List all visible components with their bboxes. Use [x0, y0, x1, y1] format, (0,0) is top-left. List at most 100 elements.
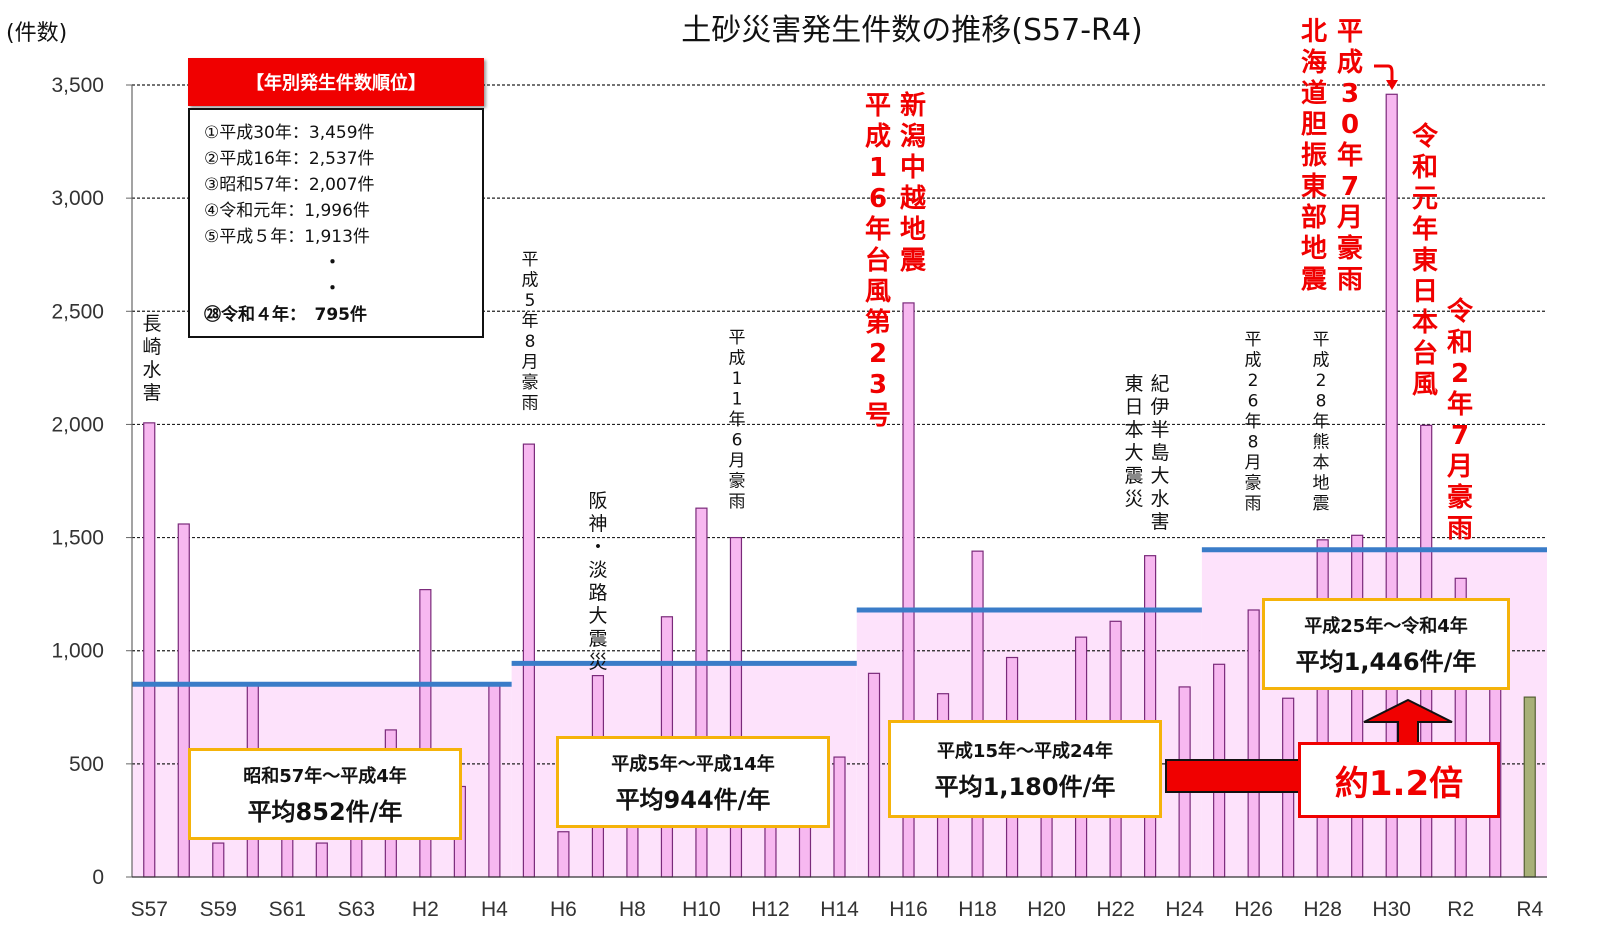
- annotation-char: 路: [588, 582, 607, 604]
- ranking-row: ⑤平成５年：1,913件: [204, 227, 370, 247]
- annotation-char: 淡: [588, 559, 607, 581]
- annotation-char: 6: [1248, 392, 1259, 412]
- annotation-char: 雨: [1245, 494, 1262, 514]
- annotation-char: 3: [1341, 79, 1359, 109]
- annotation-char: 2: [869, 339, 887, 369]
- y-tick-label: 2,000: [51, 413, 104, 436]
- x-tick-label: S61: [269, 898, 306, 921]
- annotation-char: 1: [732, 369, 743, 389]
- annotation-char: 成: [1337, 48, 1363, 78]
- annotation-char: 災: [588, 651, 607, 673]
- average-box-3: 平成15年～平成24年 平均1,180件/年: [888, 720, 1162, 818]
- average-range-label: 平成25年～令和4年: [1304, 615, 1468, 637]
- bar-H18: [971, 550, 984, 878]
- annotation-char: 震: [588, 628, 607, 650]
- y-tick-label: 1,500: [51, 527, 104, 550]
- annotation-R1: 令和元年東日本台風: [1412, 121, 1439, 400]
- x-tick-label: H6: [550, 898, 577, 921]
- annotation-char: 熊: [1313, 433, 1330, 453]
- ranking-row: ①平成30年：3,459件: [204, 123, 375, 143]
- annotation-char: 伊: [1150, 396, 1169, 418]
- x-tick-label: H2: [412, 898, 439, 921]
- annotation-H11: 平成 1 1 年 6 月豪雨: [729, 328, 746, 512]
- annotation-char: 5: [525, 291, 536, 311]
- annotation-char: 東: [1412, 246, 1438, 276]
- x-tick-label: H28: [1303, 898, 1342, 921]
- annotation-char: 年: [1447, 389, 1473, 420]
- average-range-label: 昭和57年～平成4年: [243, 765, 407, 787]
- average-box-2: 平成5年～平成14年 平均944件/年: [556, 736, 830, 828]
- average-range-label: 平成5年～平成14年: [611, 753, 775, 775]
- annotation-char: 震: [1301, 265, 1328, 295]
- annotation-char: 阪: [588, 490, 607, 512]
- annotation-char: 7: [1341, 172, 1359, 202]
- annotation-char: 平: [522, 250, 539, 270]
- average-value-label: 平均1,446件/年: [1295, 647, 1477, 676]
- annotation-H16: 平成 1 6 年台風第 2 3 号: [865, 91, 891, 431]
- annotation-char: 号: [865, 401, 891, 431]
- annotation-char: 中: [900, 153, 926, 183]
- x-tick-label: H16: [889, 898, 928, 921]
- up-arrow: [1363, 698, 1453, 745]
- annotation-char: 大: [1150, 465, 1169, 487]
- bar-S62: [315, 842, 328, 878]
- annotation-char: 月: [1446, 452, 1473, 482]
- annotation-char: 本: [1313, 453, 1330, 473]
- annotation-char: 台: [865, 245, 891, 276]
- annotation-char: 振: [1301, 141, 1327, 171]
- annotation-char: 8: [1248, 433, 1259, 453]
- annotation-char: 越: [900, 184, 927, 214]
- annotation-char: 地: [1301, 234, 1327, 264]
- annotation-char: 雨: [1447, 514, 1473, 544]
- annotation-char: 平: [865, 91, 891, 121]
- annotation-char: 害: [142, 382, 161, 404]
- x-tick-label: H30: [1372, 898, 1411, 921]
- x-tick-label: H24: [1165, 898, 1204, 921]
- annotation-char: 元: [1412, 184, 1438, 214]
- ranking-row-last: ㉘令和４年： 795件: [204, 305, 367, 325]
- bar-R4: [1523, 696, 1536, 878]
- bar-H23: [1144, 555, 1157, 878]
- annotation-char: 地: [900, 215, 926, 245]
- y-tick-label: 0: [92, 866, 104, 889]
- annotation-char: 令: [1412, 121, 1439, 152]
- annotation-char: 雨: [729, 492, 746, 512]
- y-tick-label: 1,000: [51, 640, 104, 663]
- annotation-char: 日: [1412, 277, 1438, 307]
- annotation-char: 道: [1301, 78, 1327, 109]
- annotation-char: 2: [1248, 371, 1259, 391]
- annotation-char: 年: [729, 410, 746, 430]
- bar-H8: [626, 819, 639, 878]
- ranking-ellipsis: ・: [324, 279, 341, 299]
- annotation-char: 東: [1124, 373, 1143, 395]
- annotation-char: 震: [1124, 465, 1143, 487]
- chart-title: 土砂災害発生件数の推移(S57-R4): [681, 13, 1142, 48]
- annotation-char: 年: [1313, 412, 1330, 432]
- annotation-char: 豪: [1337, 233, 1363, 264]
- annotation-char: 半: [1150, 419, 1169, 441]
- annotation-char: 月: [1336, 203, 1363, 233]
- average-value-label: 平均944件/年: [615, 785, 771, 814]
- annotation-char: 海: [1301, 48, 1327, 78]
- annotation-char: 年: [1337, 140, 1363, 171]
- y-tick-label: 2,500: [51, 300, 104, 323]
- annotation-char: 豪: [522, 372, 539, 393]
- ranking-ellipsis: ・: [324, 253, 341, 273]
- annotation-char: 水: [142, 359, 161, 381]
- annotation-char: 平: [1245, 330, 1262, 350]
- axes: 0 500 1,000 1,500 2,000 2,500 3,000 3,500 S57 S59…: [51, 74, 1547, 921]
- annotation-char: 部: [1301, 203, 1327, 233]
- annotation-char: 和: [1412, 153, 1438, 183]
- annotation-char: 第: [865, 307, 891, 338]
- annotation-char: 豪: [729, 471, 746, 492]
- annotation-char: 平: [1337, 17, 1363, 47]
- annotation-char: 成: [522, 271, 539, 291]
- x-tick-label: R4: [1516, 898, 1543, 921]
- ranking-header: 【年別発生件数順位】: [188, 58, 484, 106]
- annotation-char: 雨: [1337, 265, 1363, 295]
- annotation-char: 令: [1447, 296, 1474, 327]
- bar-H26: [1247, 609, 1260, 878]
- annotation-H26: 平成 2 6 年 8 月豪雨: [1245, 330, 1262, 514]
- annotation-char: 新: [900, 90, 926, 121]
